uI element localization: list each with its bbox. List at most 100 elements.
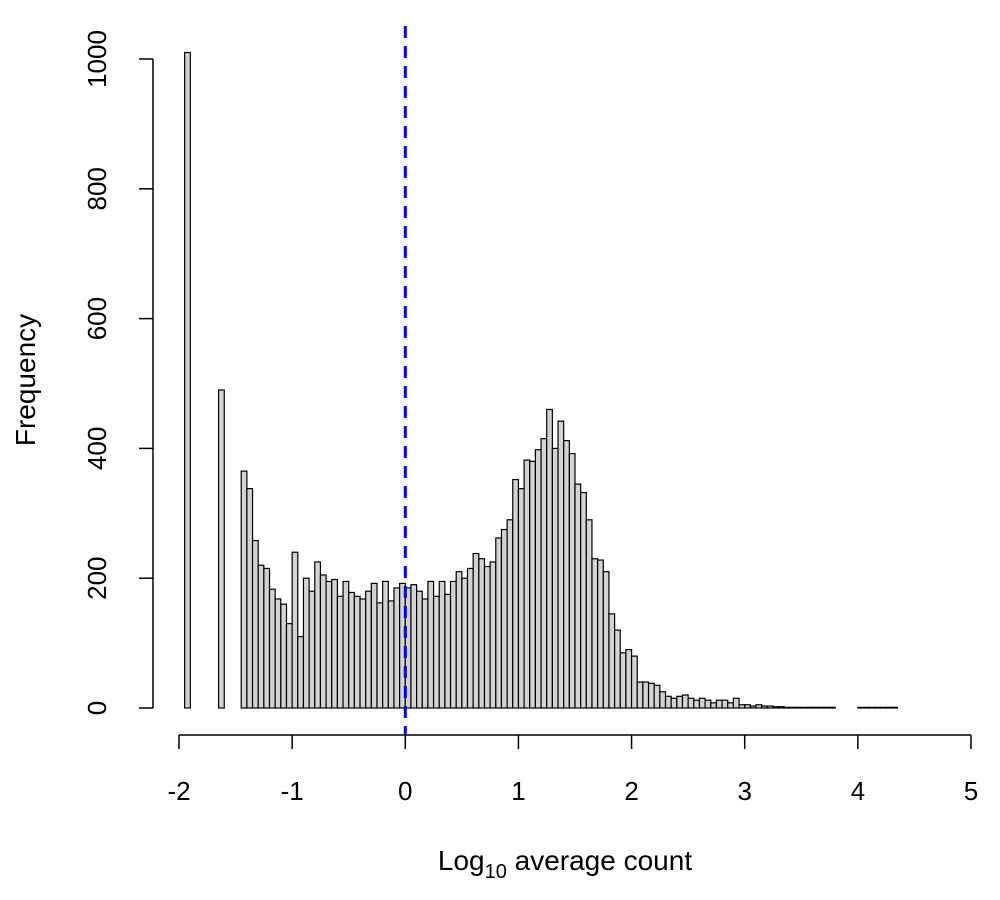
histogram-bar <box>602 571 610 709</box>
histogram-bar <box>619 652 627 709</box>
histogram-bar <box>478 558 486 709</box>
histogram-bar <box>823 706 831 709</box>
histogram-bar <box>789 706 797 709</box>
histogram-bar <box>291 551 299 709</box>
histogram-bar <box>297 636 305 709</box>
histogram-bar <box>693 699 701 709</box>
histogram-bar <box>828 706 836 709</box>
histogram-bar <box>387 600 395 709</box>
histogram-bar <box>891 706 899 709</box>
histogram-bar <box>557 420 565 709</box>
histogram-bar <box>331 578 338 709</box>
histogram-bar <box>393 587 401 709</box>
histogram-bar <box>427 580 435 709</box>
histogram-bar <box>642 681 650 709</box>
histogram-bar <box>529 460 536 709</box>
histogram-bar <box>285 623 293 709</box>
histogram-bar <box>783 706 791 709</box>
histogram-bar <box>874 706 882 709</box>
histogram-bar <box>681 694 689 709</box>
histogram-bar <box>342 580 350 709</box>
histogram-bar <box>512 478 520 709</box>
histogram-bar <box>608 613 616 709</box>
histogram-bar <box>647 682 655 709</box>
histogram-bar <box>506 519 514 709</box>
histogram-bar <box>568 452 576 709</box>
histogram-bar <box>382 580 389 709</box>
histogram-bar <box>811 706 819 709</box>
histogram-bar <box>664 695 672 709</box>
histogram-bar <box>630 655 638 709</box>
histogram-bar <box>263 567 271 709</box>
histogram-bar <box>778 706 785 709</box>
histogram-bar <box>676 695 684 709</box>
y-tick-label: 1000 <box>82 30 112 88</box>
histogram-bar <box>466 567 474 709</box>
histogram-bar <box>721 699 729 709</box>
histogram-bar <box>670 697 678 709</box>
histogram-bar <box>251 539 259 709</box>
histogram-bar <box>376 602 384 709</box>
histogram-bar <box>879 706 887 709</box>
histogram-bar <box>274 598 282 709</box>
y-tick-label: 400 <box>82 427 112 470</box>
histogram-bar <box>585 519 593 709</box>
histogram-bar <box>353 595 361 709</box>
x-tick-label: 2 <box>624 776 638 806</box>
histogram-bar <box>772 706 780 709</box>
y-axis: 0 200 400 600 800 1000 <box>82 30 154 715</box>
histogram-bar <box>257 564 265 709</box>
histogram-bar <box>359 598 367 709</box>
histogram-bar <box>268 588 276 709</box>
histogram-bar <box>885 706 893 709</box>
histogram-bar <box>314 561 322 709</box>
histogram-bar <box>687 697 695 709</box>
histogram-bar <box>444 593 452 709</box>
histogram-bar <box>738 704 746 709</box>
histogram-bar <box>449 580 457 709</box>
histogram-bar <box>540 438 548 709</box>
histogram-bar <box>795 706 802 709</box>
histogram-bar <box>325 580 333 709</box>
histogram-bar <box>749 705 757 709</box>
y-tick-label: 0 <box>82 701 112 715</box>
histogram-bar <box>704 699 712 709</box>
x-tick-label: 0 <box>398 776 412 806</box>
y-tick-label: 200 <box>82 557 112 600</box>
histogram-bar <box>461 577 469 709</box>
histogram-bar <box>591 558 599 709</box>
histogram-bar <box>218 389 225 709</box>
histogram-bar <box>761 705 768 709</box>
histogram-bar <box>500 528 508 709</box>
histogram-bar <box>636 681 644 709</box>
x-axis-title: Log10 average count <box>438 845 692 883</box>
histogram-bar <box>495 537 503 709</box>
histogram-bar <box>455 571 463 709</box>
histogram-bar <box>744 704 751 709</box>
histogram-bars <box>184 51 899 709</box>
histogram-bar <box>280 603 288 709</box>
histogram-bar <box>546 408 553 709</box>
histogram-bar <box>613 629 621 709</box>
histogram-bar <box>563 440 570 709</box>
histogram-bar <box>246 488 254 709</box>
histogram-bar <box>551 447 559 709</box>
histogram-bar <box>727 702 734 709</box>
histogram-bar <box>766 705 774 709</box>
histogram-bar <box>710 702 718 709</box>
x-tick-label: 3 <box>737 776 751 806</box>
x-tick-label: 5 <box>964 776 978 806</box>
histogram-bar <box>862 706 870 709</box>
histogram-bar <box>472 552 480 709</box>
histogram-bar <box>715 699 723 709</box>
x-axis: -2 -1 0 1 2 3 4 5 <box>167 734 978 806</box>
y-tick-label: 800 <box>82 167 112 210</box>
x-tick-label: 4 <box>851 776 865 806</box>
histogram-bar <box>370 582 378 709</box>
histogram-bar <box>755 704 763 709</box>
histogram-bar <box>698 697 706 709</box>
histogram-bar <box>580 491 587 709</box>
histogram-bar <box>517 488 525 709</box>
histogram-bar <box>806 706 814 709</box>
